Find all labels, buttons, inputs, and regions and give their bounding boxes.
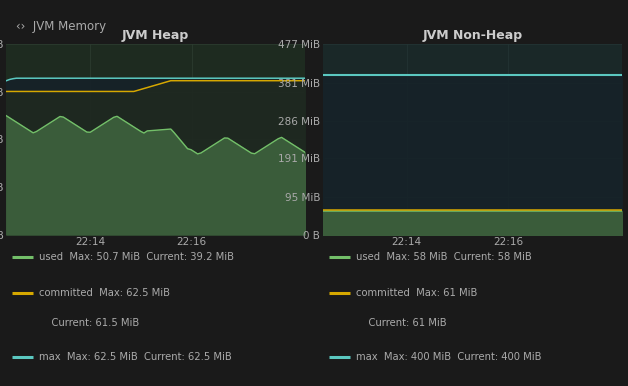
Text: Current: 61.5 MiB: Current: 61.5 MiB — [39, 318, 139, 328]
Text: max  Max: 400 MiB  Current: 400 MiB: max Max: 400 MiB Current: 400 MiB — [356, 352, 541, 362]
Text: committed  Max: 61 MiB: committed Max: 61 MiB — [356, 288, 477, 298]
Text: ‹›  JVM Memory: ‹› JVM Memory — [16, 20, 106, 33]
Text: used  Max: 50.7 MiB  Current: 39.2 MiB: used Max: 50.7 MiB Current: 39.2 MiB — [39, 252, 234, 262]
Title: JVM Non-Heap: JVM Non-Heap — [422, 29, 522, 42]
Text: committed  Max: 62.5 MiB: committed Max: 62.5 MiB — [39, 288, 170, 298]
Text: max  Max: 62.5 MiB  Current: 62.5 MiB: max Max: 62.5 MiB Current: 62.5 MiB — [39, 352, 232, 362]
Text: used  Max: 58 MiB  Current: 58 MiB: used Max: 58 MiB Current: 58 MiB — [356, 252, 531, 262]
Text: Current: 61 MiB: Current: 61 MiB — [356, 318, 447, 328]
Title: JVM Heap: JVM Heap — [122, 29, 189, 42]
